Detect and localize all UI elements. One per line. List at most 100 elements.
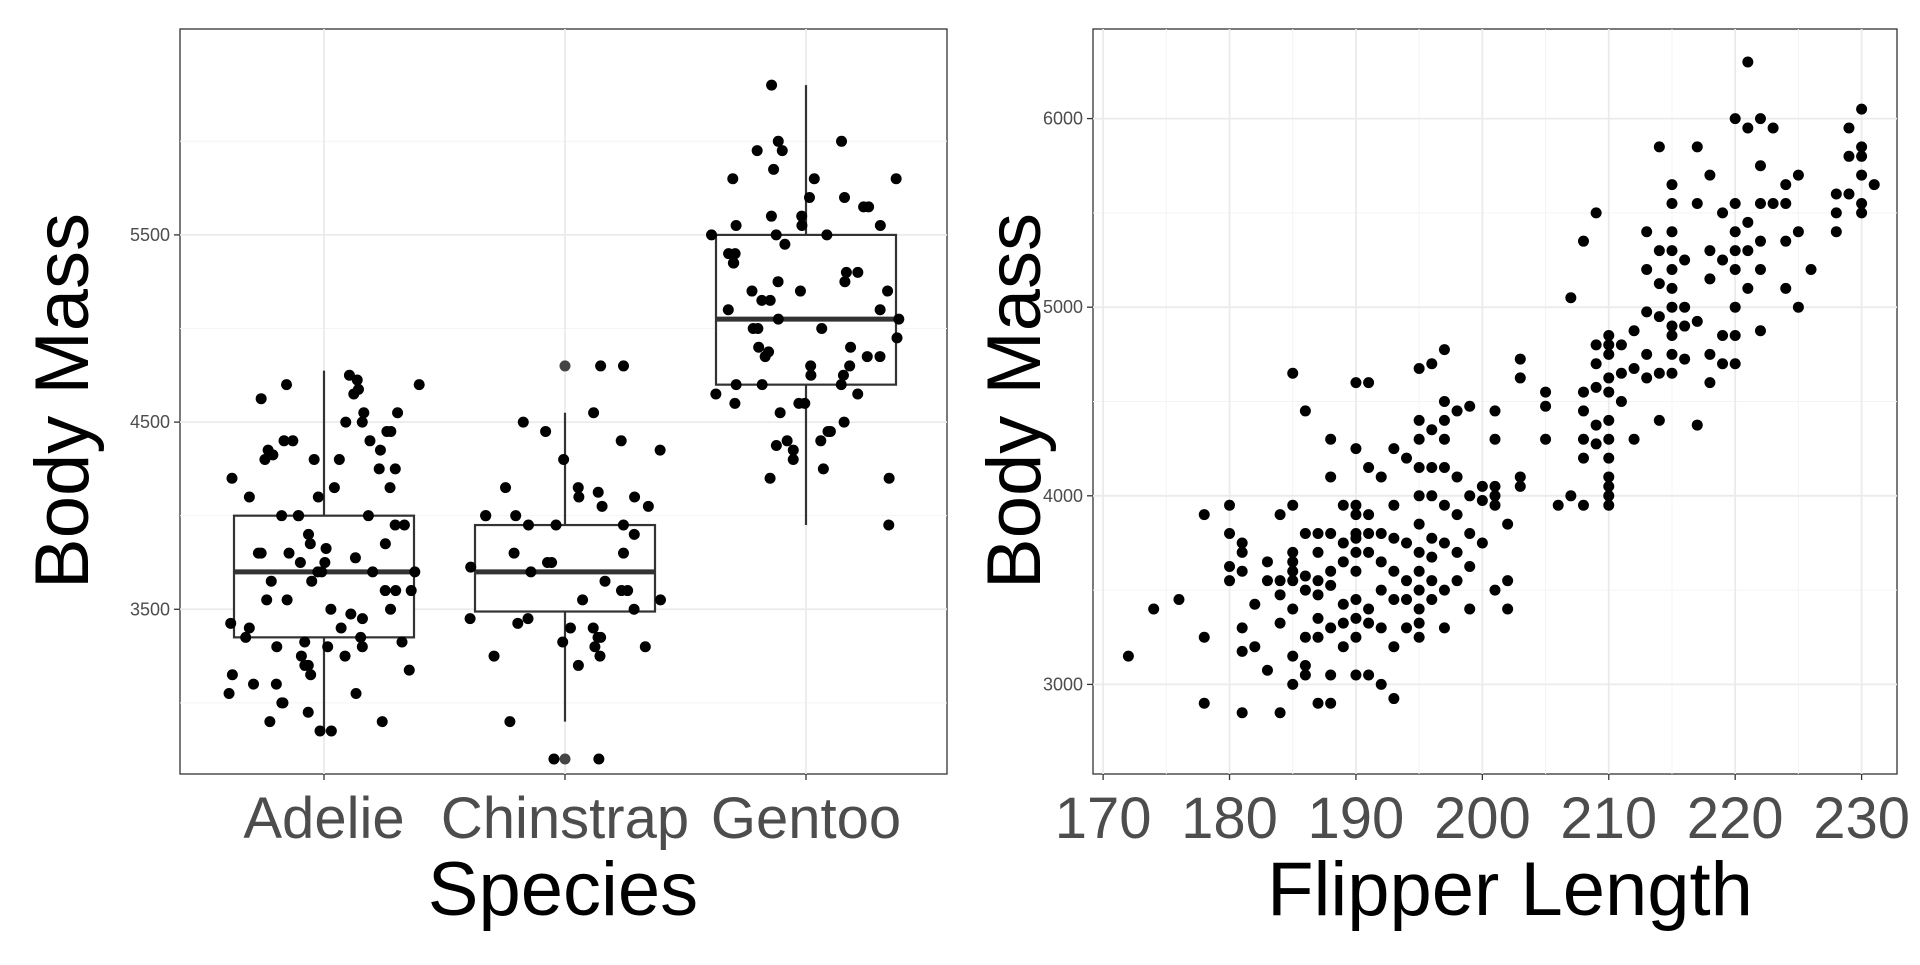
scatter-point — [1299, 405, 1311, 417]
jitter-point-chinstrap — [599, 575, 611, 587]
scatter-point — [1363, 377, 1375, 389]
jitter-point-adelie — [405, 585, 417, 597]
jitter-point-chinstrap — [572, 659, 584, 671]
scatter-point — [1350, 532, 1362, 544]
scatter-point — [1274, 509, 1286, 521]
scatter-point — [1615, 396, 1627, 407]
jitter-point-adelie — [243, 622, 255, 634]
scatter-point — [1577, 235, 1589, 247]
jitter-point-gentoo — [893, 313, 905, 325]
scatter-point — [1426, 532, 1438, 544]
jitter-point-adelie — [322, 641, 334, 653]
scatter-point — [1641, 226, 1653, 238]
scatter-point — [1413, 462, 1425, 474]
jitter-point-gentoo — [874, 351, 886, 363]
jitter-point-gentoo — [839, 191, 851, 203]
scatter-point — [1691, 197, 1703, 209]
jitter-point-adelie — [379, 538, 391, 550]
scatter-point — [1438, 499, 1450, 511]
scatter-point — [1287, 678, 1299, 690]
jitter-point-chinstrap — [592, 486, 604, 498]
scatter-point — [1261, 664, 1273, 676]
scatter-point — [1704, 348, 1716, 360]
scatter-point — [1653, 278, 1665, 290]
jitter-point-gentoo — [766, 79, 778, 91]
scatter-point — [1729, 226, 1741, 238]
scatter-point — [1780, 282, 1792, 294]
scatter-point — [1413, 518, 1425, 530]
scatter-point — [1641, 372, 1653, 384]
scatter-point — [1451, 546, 1463, 558]
scatter-y-tick-label: 5000 — [1043, 297, 1083, 317]
scatter-x-tick-label: 200 — [1434, 786, 1531, 851]
jitter-point-adelie — [385, 425, 397, 437]
scatter-point — [1274, 575, 1286, 587]
jitter-point-gentoo — [764, 294, 776, 306]
jitter-point-gentoo — [817, 463, 829, 475]
jitter-point-adelie — [294, 556, 306, 568]
boxplot-x-tick-label: Adelie — [243, 786, 404, 851]
scatter-point — [1426, 575, 1438, 587]
scatter-point — [1729, 113, 1741, 125]
scatter-point — [1489, 480, 1501, 492]
scatter-point — [1717, 254, 1729, 266]
jitter-point-adelie — [223, 688, 235, 700]
jitter-point-chinstrap — [617, 519, 629, 531]
scatter-point — [1603, 471, 1615, 483]
scatter-point — [1261, 556, 1273, 568]
jitter-point-chinstrap — [617, 547, 629, 559]
scatter-point — [1729, 263, 1741, 275]
jitter-point-adelie — [358, 407, 370, 419]
scatter-point — [1299, 570, 1311, 582]
jitter-point-gentoo — [796, 220, 808, 232]
scatter-point — [1426, 551, 1438, 563]
scatter-point — [1413, 433, 1425, 445]
scatter-point — [1413, 565, 1425, 577]
jitter-point-adelie — [364, 435, 376, 447]
scatter-point — [1464, 561, 1476, 573]
jitter-point-chinstrap — [525, 566, 537, 578]
jitter-point-chinstrap — [522, 613, 534, 625]
scatter-point — [1577, 452, 1589, 464]
scatter-point — [1236, 622, 1248, 634]
scatter-y-axis-title: Body Mass — [972, 213, 1057, 589]
jitter-point-adelie — [262, 444, 274, 456]
scatter-point — [1312, 528, 1324, 540]
scatter-x-axis-title: Flipper Length — [1267, 847, 1753, 932]
jitter-point-adelie — [379, 585, 391, 597]
scatter-point — [1388, 641, 1400, 653]
jitter-point-adelie — [389, 463, 401, 475]
jitter-point-chinstrap — [654, 594, 666, 606]
boxplot-x-tick-label: Gentoo — [711, 786, 901, 851]
scatter-ticks: 3000 4000 5000 6000 170 180 190 200 210 220 230 — [1043, 109, 1910, 851]
jitter-point-adelie — [328, 482, 340, 494]
jitter-point-chinstrap — [642, 500, 654, 512]
scatter-point — [1577, 405, 1589, 417]
jitter-point-gentoo — [756, 294, 768, 306]
scatter-point — [1514, 471, 1526, 483]
scatter-point — [1641, 348, 1653, 360]
boxplot-x-axis-title: Species — [428, 847, 698, 932]
jitter-point-adelie — [270, 678, 282, 690]
scatter-point — [1830, 207, 1842, 219]
scatter-point — [1401, 594, 1413, 606]
scatter-point — [1666, 226, 1678, 238]
jitter-point-chinstrap — [593, 753, 605, 765]
jitter-point-gentoo — [861, 351, 873, 363]
jitter-point-gentoo — [840, 266, 852, 278]
jitter-point-adelie — [276, 510, 288, 522]
scatter-point — [1438, 537, 1450, 549]
scatter-point — [1224, 528, 1236, 540]
jitter-point-chinstrap — [512, 617, 524, 629]
jitter-point-adelie — [409, 566, 421, 578]
scatter-x-tick-label: 230 — [1813, 786, 1910, 851]
jitter-point-adelie — [302, 528, 314, 540]
jitter-point-chinstrap — [588, 407, 600, 419]
scatter-point — [1224, 561, 1236, 573]
jitter-point-adelie — [340, 416, 352, 428]
scatter-point — [1426, 594, 1438, 606]
scatter-point — [1401, 575, 1413, 587]
scatter-point — [1780, 179, 1792, 191]
jitter-point-gentoo — [787, 444, 799, 456]
